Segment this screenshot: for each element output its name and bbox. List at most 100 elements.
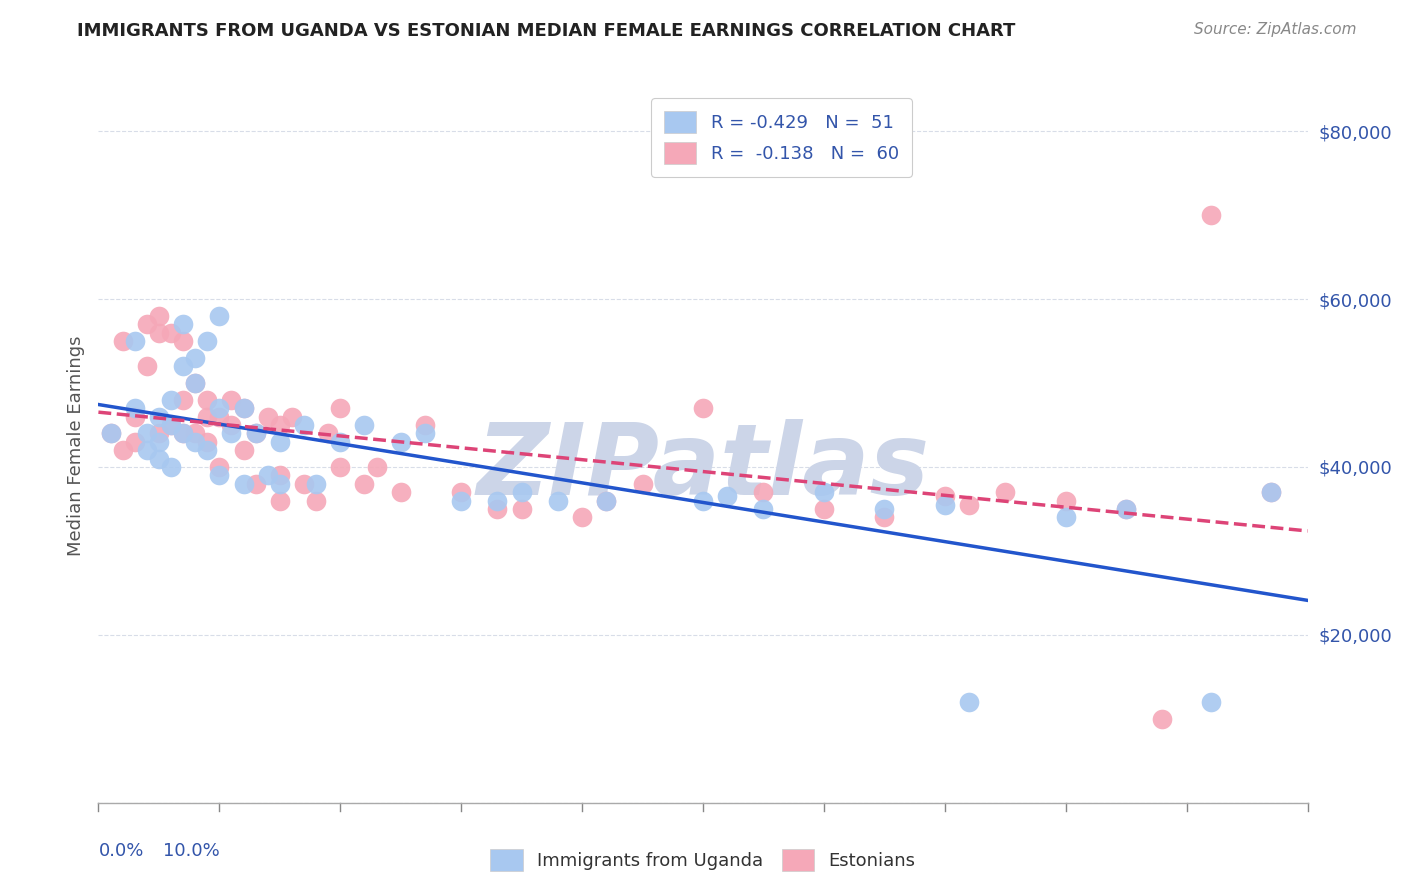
Point	[305, 493, 328, 508]
Point	[124, 409, 146, 424]
Point	[716, 489, 738, 503]
Point	[934, 489, 956, 503]
Point	[269, 493, 291, 508]
Point	[486, 493, 509, 508]
Point	[172, 426, 194, 441]
Point	[184, 376, 207, 390]
Point	[195, 434, 218, 449]
Point	[329, 401, 352, 416]
Point	[269, 417, 291, 432]
Point	[221, 417, 243, 432]
Point	[232, 443, 254, 458]
Point	[195, 334, 218, 348]
Text: ZIPatlas: ZIPatlas	[477, 419, 929, 516]
Point	[232, 401, 254, 416]
Point	[934, 498, 956, 512]
Point	[692, 401, 714, 416]
Point	[148, 451, 170, 466]
Point	[195, 392, 218, 407]
Point	[1115, 502, 1137, 516]
Point	[813, 502, 835, 516]
Point	[329, 434, 352, 449]
Legend: R = -0.429   N =  51, R =  -0.138   N =  60: R = -0.429 N = 51, R = -0.138 N = 60	[651, 98, 911, 177]
Point	[1054, 510, 1077, 524]
Point	[172, 426, 194, 441]
Point	[148, 309, 170, 323]
Point	[221, 392, 243, 407]
Point	[208, 409, 231, 424]
Point	[135, 426, 157, 441]
Point	[389, 434, 412, 449]
Point	[571, 510, 593, 524]
Point	[450, 485, 472, 500]
Point	[135, 359, 157, 374]
Point	[111, 334, 134, 348]
Point	[547, 493, 569, 508]
Point	[413, 417, 436, 432]
Point	[160, 392, 183, 407]
Text: Source: ZipAtlas.com: Source: ZipAtlas.com	[1194, 22, 1357, 37]
Point	[124, 434, 146, 449]
Point	[292, 476, 315, 491]
Point	[160, 417, 183, 432]
Point	[148, 434, 170, 449]
Point	[366, 460, 388, 475]
Point	[245, 426, 267, 441]
Point	[957, 498, 980, 512]
Point	[148, 426, 170, 441]
Point	[1115, 502, 1137, 516]
Point	[752, 502, 775, 516]
Point	[1199, 208, 1222, 222]
Point	[160, 417, 183, 432]
Point	[208, 460, 231, 475]
Point	[281, 409, 304, 424]
Text: 0.0%: 0.0%	[98, 842, 143, 860]
Point	[148, 409, 170, 424]
Point	[256, 468, 278, 483]
Point	[184, 426, 207, 441]
Point	[195, 443, 218, 458]
Point	[1054, 493, 1077, 508]
Point	[957, 695, 980, 709]
Point	[256, 409, 278, 424]
Point	[994, 485, 1017, 500]
Point	[184, 376, 207, 390]
Point	[269, 434, 291, 449]
Point	[208, 309, 231, 323]
Point	[595, 493, 617, 508]
Point	[100, 426, 122, 441]
Point	[172, 392, 194, 407]
Point	[232, 476, 254, 491]
Point	[413, 426, 436, 441]
Point	[160, 326, 183, 340]
Point	[873, 502, 896, 516]
Legend: Immigrants from Uganda, Estonians: Immigrants from Uganda, Estonians	[484, 842, 922, 879]
Point	[135, 318, 157, 332]
Point	[232, 401, 254, 416]
Y-axis label: Median Female Earnings: Median Female Earnings	[66, 335, 84, 557]
Point	[389, 485, 412, 500]
Point	[631, 476, 654, 491]
Point	[245, 476, 267, 491]
Point	[329, 460, 352, 475]
Point	[208, 401, 231, 416]
Point	[752, 485, 775, 500]
Point	[172, 334, 194, 348]
Point	[221, 426, 243, 441]
Point	[305, 476, 328, 491]
Point	[873, 510, 896, 524]
Point	[184, 434, 207, 449]
Point	[269, 468, 291, 483]
Point	[184, 351, 207, 365]
Point	[450, 493, 472, 508]
Point	[208, 468, 231, 483]
Point	[292, 417, 315, 432]
Point	[124, 401, 146, 416]
Point	[1260, 485, 1282, 500]
Point	[510, 485, 533, 500]
Point	[135, 443, 157, 458]
Text: IMMIGRANTS FROM UGANDA VS ESTONIAN MEDIAN FEMALE EARNINGS CORRELATION CHART: IMMIGRANTS FROM UGANDA VS ESTONIAN MEDIA…	[77, 22, 1015, 40]
Point	[111, 443, 134, 458]
Point	[269, 476, 291, 491]
Point	[148, 326, 170, 340]
